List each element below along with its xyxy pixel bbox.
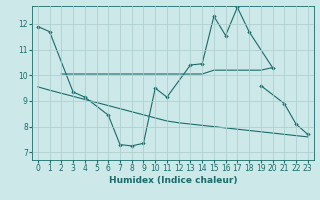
X-axis label: Humidex (Indice chaleur): Humidex (Indice chaleur) (108, 176, 237, 185)
